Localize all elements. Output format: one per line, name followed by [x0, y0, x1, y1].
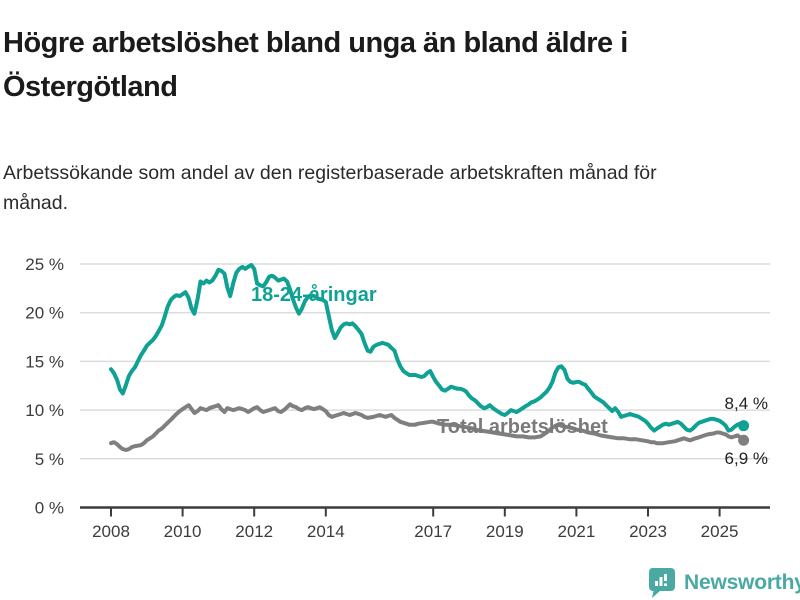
x-tick-label: 2021: [557, 522, 595, 541]
end-value-youth: 8,4 %: [724, 394, 768, 413]
series-end-dot-youth: [738, 420, 750, 432]
x-tick-label: 2017: [414, 522, 452, 541]
brand-footer: Newsworthy: [646, 566, 800, 599]
series-label-youth: 18-24-åringar: [251, 284, 377, 306]
x-tick-label: 2012: [235, 522, 273, 541]
x-tick-label: 2010: [164, 522, 202, 541]
page-title: Högre arbetslöshet bland unga än bland ä…: [3, 27, 628, 104]
series-line-total: [109, 402, 746, 452]
y-tick-label: 25 %: [25, 255, 64, 274]
series-line-youth: [109, 263, 746, 433]
x-tick-label: 2025: [701, 522, 739, 541]
y-tick-label: 10 %: [25, 401, 64, 420]
chart-subtitle: Arbetssökande som andel av den registerb…: [3, 161, 657, 214]
x-tick-label: 2014: [307, 522, 345, 541]
series-end-dot-total: [738, 434, 750, 446]
y-tick-label: 0 %: [35, 499, 64, 518]
brand-name: Newsworthy: [684, 570, 800, 594]
newsworthy-logo-icon: [649, 568, 675, 598]
series-label-total: Total arbetslöshet: [437, 416, 608, 438]
y-tick-label: 20 %: [25, 304, 64, 323]
x-tick-label: 2023: [629, 522, 667, 541]
y-tick-label: 15 %: [25, 352, 64, 371]
y-tick-label: 5 %: [35, 450, 64, 469]
end-value-total: 6,9 %: [724, 449, 768, 468]
x-tick-label: 2008: [92, 522, 130, 541]
x-tick-label: 2019: [486, 522, 524, 541]
